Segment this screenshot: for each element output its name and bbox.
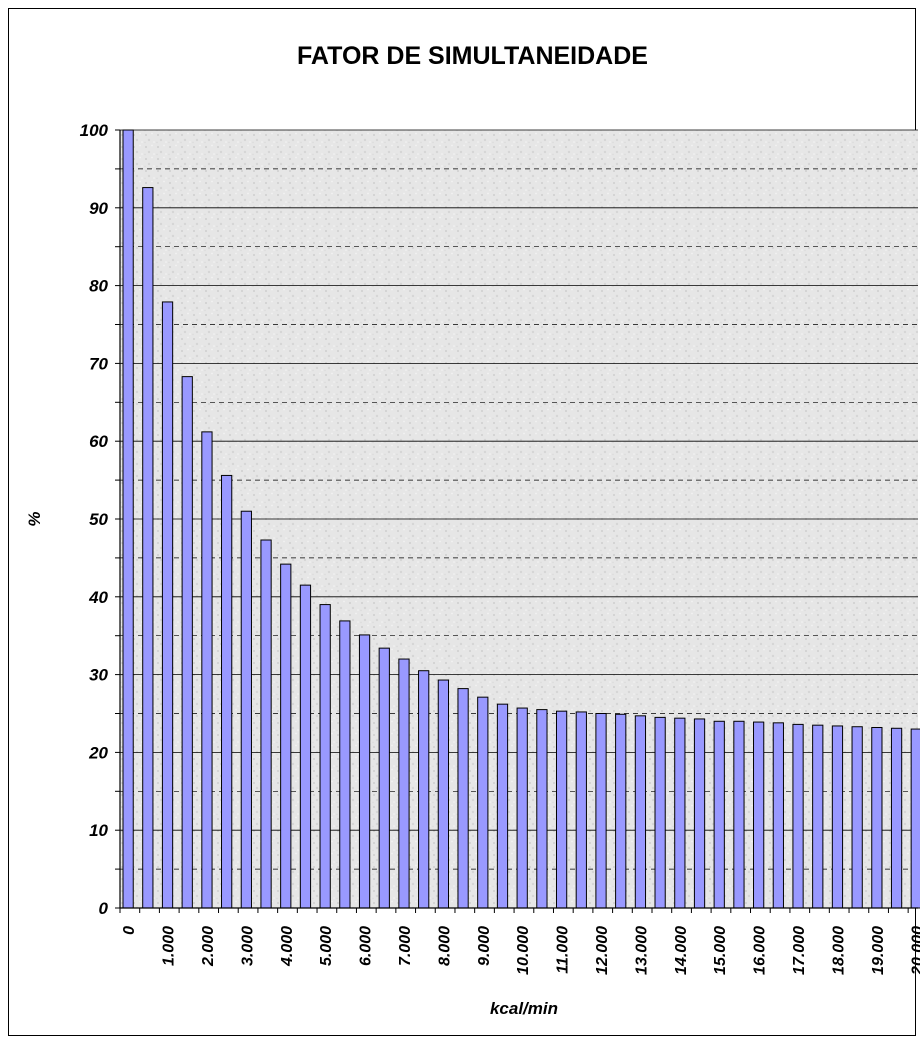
x-tick-labels: 0 1.000 2.000 3.000 4.000 5.000 6.000 7.000 8.00…	[121, 926, 920, 976]
bar-15	[418, 670, 430, 909]
bar-18	[477, 696, 489, 909]
bar-39	[890, 727, 903, 909]
bar-35	[812, 724, 824, 909]
bar-19	[496, 703, 509, 909]
y-tick-label: 20	[88, 743, 108, 762]
x-tick-label: 7.000	[397, 926, 414, 966]
x-tick-label: 18.000	[830, 926, 847, 975]
x-tick-label: 20.000	[909, 926, 920, 976]
bar-10	[319, 604, 331, 909]
x-tick-label: 2.000	[200, 926, 217, 967]
x-tick-label: 6.000	[358, 926, 375, 966]
bar-11	[339, 620, 351, 909]
bar-38	[871, 727, 883, 909]
bar-17	[457, 688, 469, 909]
bar-30	[713, 720, 725, 909]
bar-29	[693, 718, 706, 909]
y-tick-label: 40	[88, 588, 108, 607]
axes	[115, 129, 918, 913]
bar-40	[910, 728, 920, 909]
x-tick-label: 3.000	[239, 926, 256, 966]
x-tick-label: 19.000	[870, 926, 887, 975]
bar-8	[280, 563, 292, 909]
x-tick-label: 17.000	[791, 926, 808, 975]
x-tick-label: 9.000	[476, 926, 493, 966]
bars	[122, 129, 920, 909]
x-tick-label: 4.000	[279, 926, 296, 967]
bar-22	[555, 710, 568, 909]
bar-20	[516, 707, 528, 909]
x-tick-label: 13.000	[633, 926, 650, 975]
bar-6	[240, 510, 252, 909]
y-axis-label: %	[25, 511, 44, 526]
y-tick-label: 0	[99, 899, 109, 918]
x-tick-label: 12.000	[594, 926, 611, 975]
x-tick-label: 8.000	[436, 926, 453, 966]
x-tick-label: 14.000	[673, 926, 690, 975]
bar-25	[615, 713, 627, 909]
bar-33	[772, 722, 784, 909]
bar-3	[181, 376, 193, 909]
bar-13	[378, 647, 390, 909]
bar-4	[201, 431, 213, 909]
y-tick-labels: 0 10 20 30 40 50 60 70 80 90 100	[80, 121, 109, 918]
bar-36	[831, 725, 844, 909]
bar-16	[437, 679, 450, 909]
x-tick-label: 0	[121, 926, 138, 935]
bar-26	[634, 715, 647, 909]
bar-28	[674, 717, 686, 909]
bar-14	[398, 658, 410, 909]
bar-27	[654, 716, 666, 909]
x-tick-label: 5.000	[318, 926, 335, 966]
bar-24	[595, 713, 607, 909]
y-tick-label: 100	[80, 121, 109, 140]
bar-9	[299, 584, 312, 909]
bar-12	[358, 634, 371, 909]
x-tick-label: 15.000	[712, 926, 729, 975]
y-tick-label: 30	[89, 666, 108, 685]
y-tick-label: 10	[89, 821, 108, 840]
bar-21	[536, 709, 548, 909]
y-tick-label: 70	[89, 354, 108, 373]
y-tick-label: 80	[89, 277, 108, 296]
bar-23	[575, 711, 587, 909]
y-tick-label: 90	[89, 199, 108, 218]
y-tick-label: 50	[89, 510, 108, 529]
bar-7	[260, 539, 272, 909]
bar-1	[142, 187, 154, 909]
bar-5	[221, 474, 233, 909]
x-tick-label: 1.000	[161, 926, 178, 966]
x-tick-label: 11.000	[555, 926, 572, 974]
x-tick-label: 10.000	[515, 926, 532, 975]
bar-32	[753, 721, 765, 909]
bar-0	[122, 129, 134, 909]
x-tick-label: 16.000	[752, 926, 769, 975]
chart-title: FATOR DE SIMULTANEIDADE	[297, 42, 648, 70]
bar-2	[161, 301, 174, 909]
bar-34	[792, 723, 804, 909]
bar-37	[851, 726, 863, 909]
y-tick-label: 60	[89, 432, 108, 451]
bar-31	[733, 720, 745, 909]
x-axis-label: kcal/min	[490, 999, 558, 1018]
